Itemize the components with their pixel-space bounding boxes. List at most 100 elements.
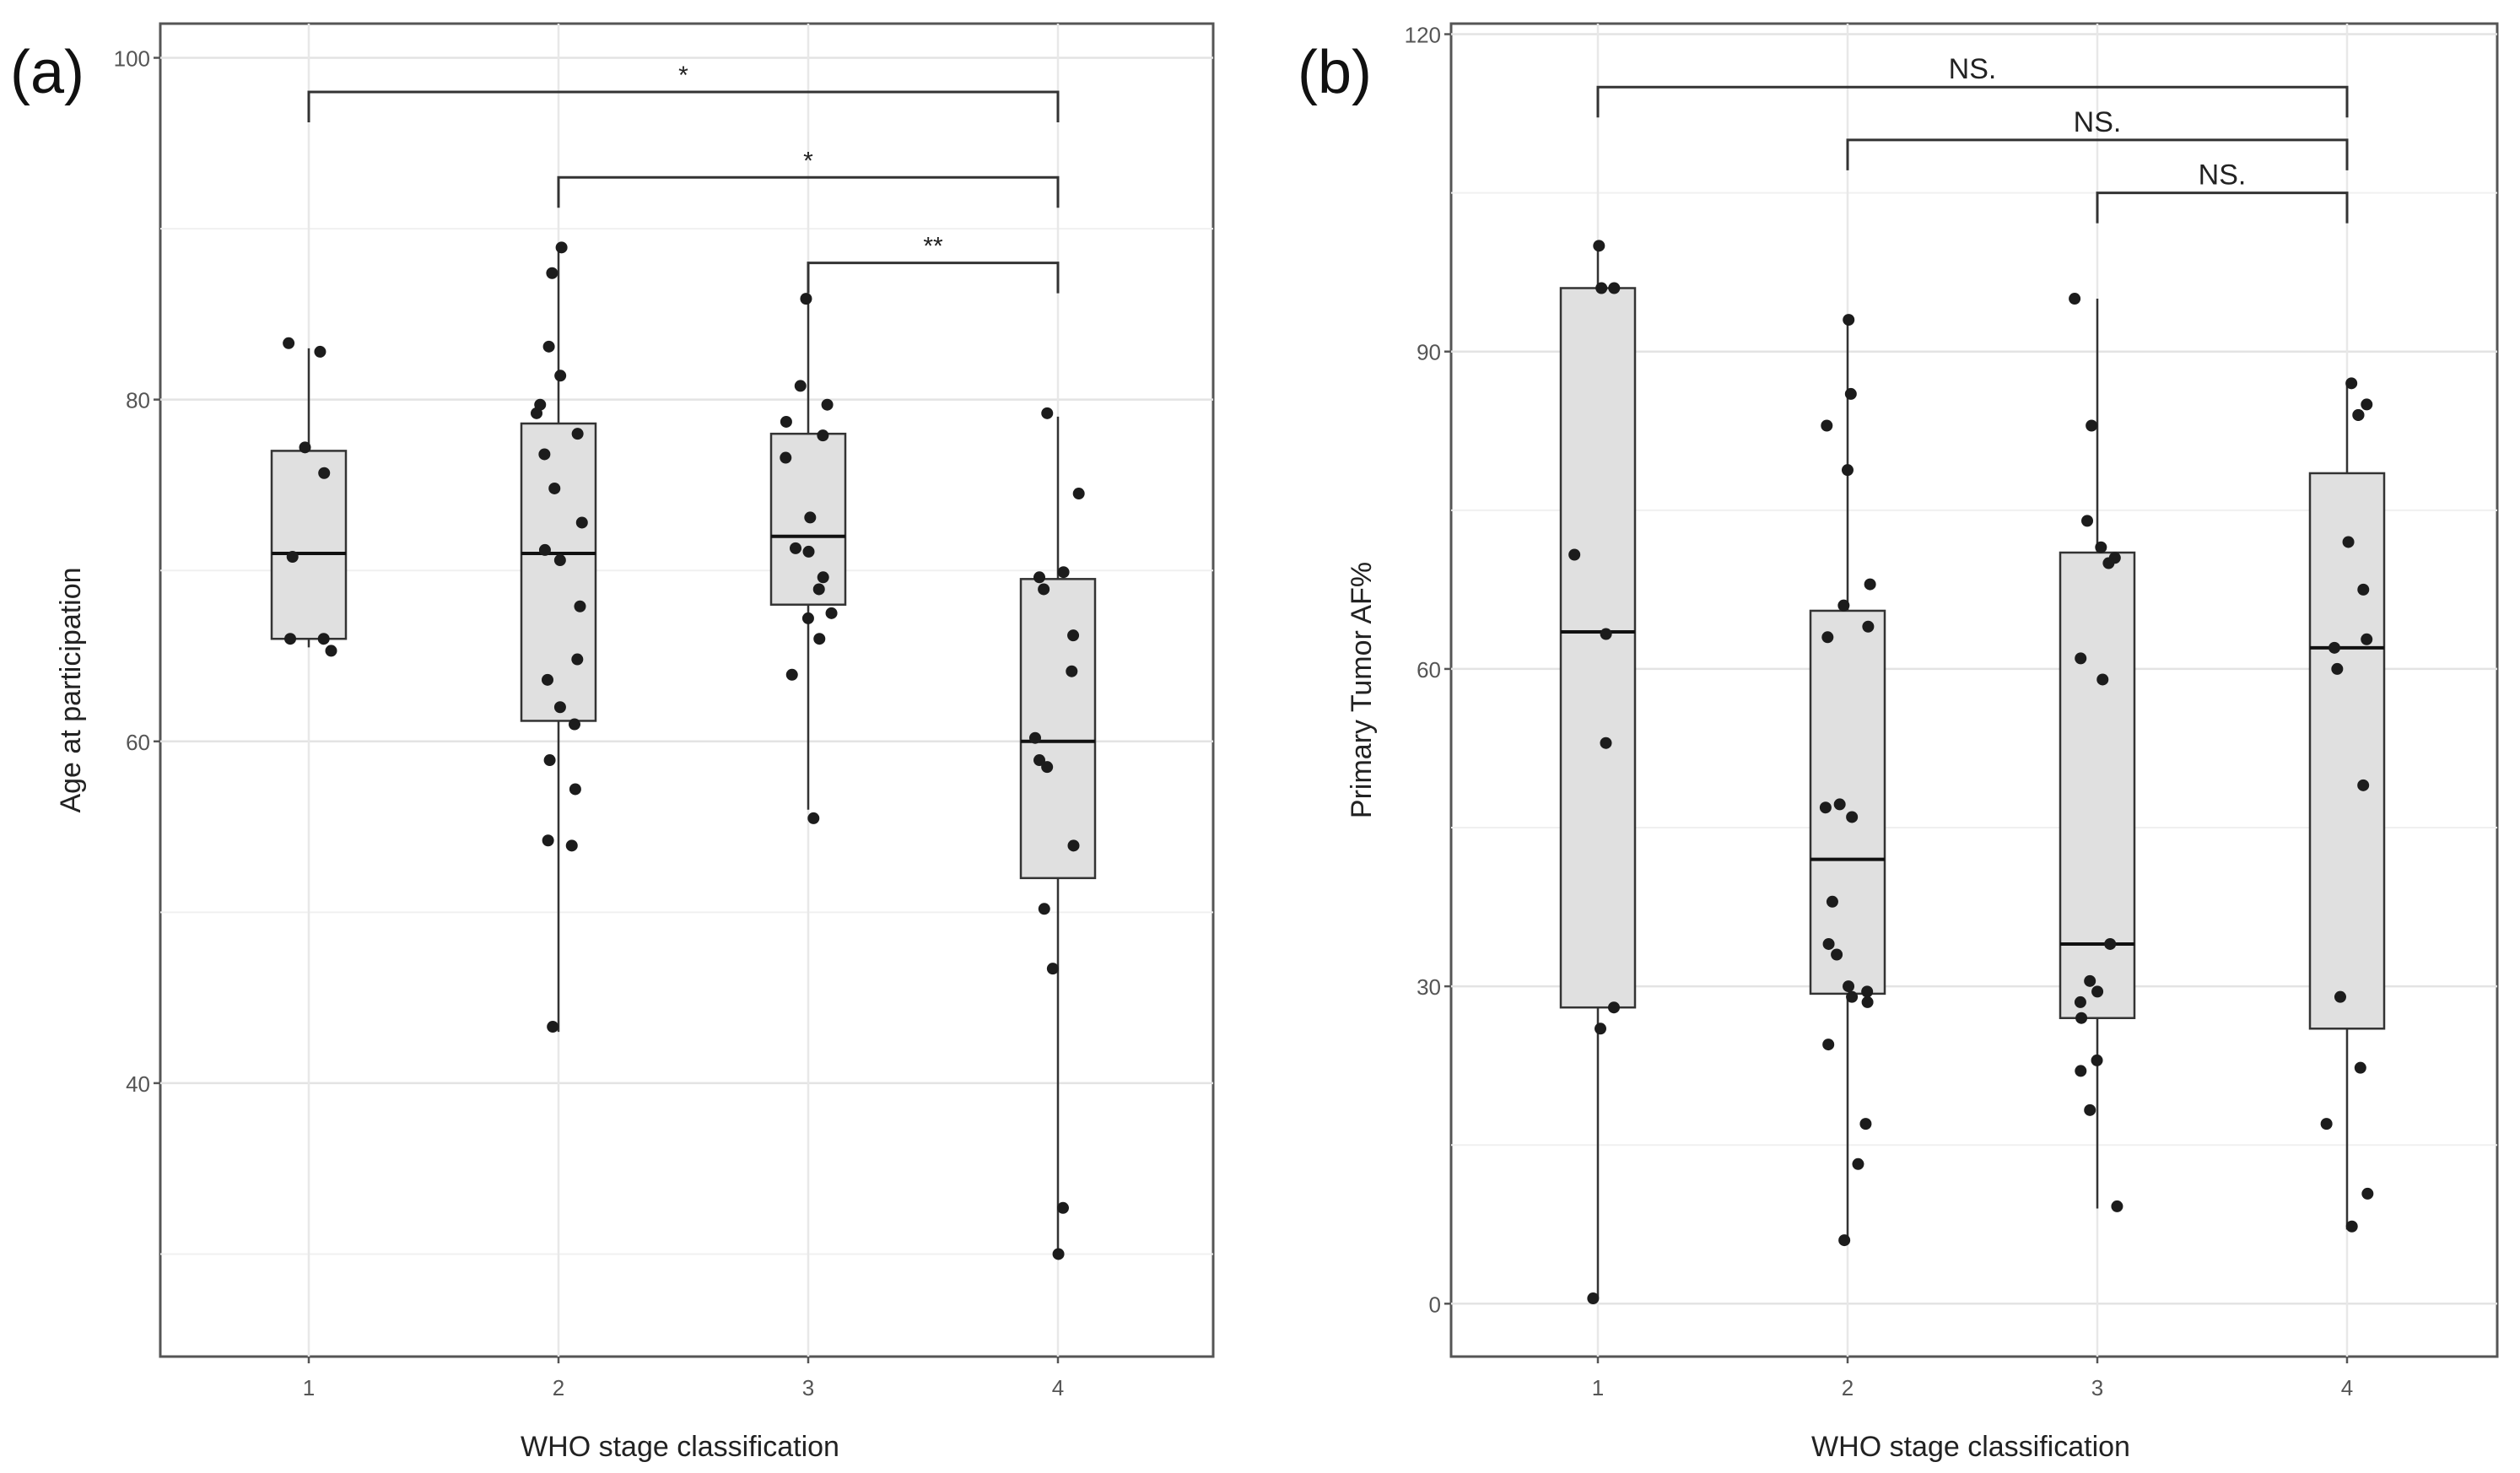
- data-point: [2345, 377, 2358, 390]
- data-point: [801, 612, 814, 624]
- data-point: [802, 545, 815, 558]
- data-point: [283, 337, 295, 349]
- y-tick-label: 0: [1429, 1292, 1441, 1317]
- data-point: [2354, 1061, 2366, 1074]
- comparison-layer: NS. NS. NS.: [1596, 53, 2349, 224]
- data-point: [1826, 895, 1838, 908]
- data-point: [1607, 1001, 1620, 1014]
- significance-label: NS.: [2199, 159, 2247, 192]
- y-tick-label: 80: [126, 388, 150, 413]
- data-point: [1846, 990, 1859, 1003]
- data-point: [1831, 948, 1843, 961]
- data-point: [1587, 1292, 1600, 1305]
- data-point: [2075, 652, 2087, 665]
- data-point: [1593, 240, 1605, 252]
- significance-label: *: [803, 147, 813, 175]
- box-iqr: [1809, 609, 1886, 995]
- data-point: [2361, 1187, 2374, 1200]
- data-point: [1568, 548, 1581, 561]
- data-point: [1072, 488, 1085, 500]
- data-point: [318, 467, 331, 479]
- data-point: [538, 448, 551, 461]
- x-tick-label: 3: [2091, 1375, 2103, 1400]
- data-point: [1837, 599, 1850, 612]
- box-stage-2: [520, 246, 597, 1033]
- data-point: [2096, 673, 2109, 686]
- point-layer: [1568, 240, 2374, 1305]
- y-axis-ticks: 0 30 60 90 120: [1405, 23, 1451, 1317]
- data-point: [1067, 629, 1080, 642]
- box-iqr: [270, 450, 348, 640]
- data-point: [548, 482, 561, 494]
- y-tick-label: 60: [126, 730, 150, 755]
- box-iqr: [520, 422, 597, 722]
- data-point: [569, 783, 581, 796]
- data-point: [284, 633, 297, 645]
- x-tick-label: 4: [1052, 1375, 1064, 1400]
- data-point: [574, 600, 586, 612]
- data-point: [1859, 1118, 1872, 1130]
- data-point: [812, 583, 825, 596]
- bracket-line: [1846, 138, 2349, 170]
- data-point: [553, 554, 566, 567]
- data-point: [554, 370, 567, 382]
- y-tick-label: 30: [1416, 974, 1441, 1000]
- data-point: [817, 429, 829, 442]
- x-tick-label: 4: [2341, 1375, 2353, 1400]
- y-tick-label: 40: [126, 1071, 150, 1097]
- data-point: [1057, 566, 1070, 579]
- data-point: [1041, 761, 1054, 774]
- data-point: [780, 451, 792, 464]
- data-point: [553, 701, 566, 714]
- significance-label: NS.: [2074, 106, 2122, 138]
- data-point: [807, 812, 820, 824]
- y-tick-label: 100: [114, 46, 150, 72]
- data-point: [542, 834, 554, 847]
- data-point: [543, 754, 556, 767]
- y-tick-label: 90: [1416, 340, 1441, 365]
- data-point: [2084, 1103, 2096, 1116]
- data-point: [817, 571, 829, 584]
- data-point: [575, 516, 588, 529]
- x-tick-label: 2: [1842, 1375, 1854, 1400]
- y-axis-label: Age at participation: [55, 567, 87, 812]
- data-point: [1822, 1039, 1835, 1051]
- data-point: [531, 407, 543, 419]
- data-point: [2331, 662, 2344, 675]
- data-point: [2328, 641, 2341, 654]
- data-point: [2069, 293, 2081, 305]
- y-axis-ticks: 40 60 80 100: [114, 46, 160, 1097]
- data-point: [571, 653, 584, 666]
- data-point: [1821, 631, 1834, 644]
- data-point: [2334, 990, 2346, 1003]
- data-point: [813, 633, 826, 645]
- y-axis-label: Primary Tumor AF%: [1346, 562, 1378, 818]
- data-point: [1841, 464, 1854, 477]
- x-axis-ticks: 1 2 3 4: [1592, 1357, 2353, 1400]
- y-tick-label: 60: [1416, 657, 1441, 683]
- data-point: [1067, 839, 1080, 852]
- data-point: [821, 398, 834, 411]
- data-point: [2074, 995, 2086, 1008]
- data-point: [2352, 408, 2365, 421]
- data-point: [825, 607, 838, 619]
- data-point: [547, 1021, 559, 1033]
- data-point: [1041, 407, 1054, 419]
- comparison-layer: ****: [307, 62, 1060, 294]
- data-point: [2091, 985, 2104, 998]
- box-stage-2: [1809, 320, 1886, 1241]
- significance-bracket: NS.: [2096, 159, 2349, 224]
- bracket-line: [1596, 85, 2349, 118]
- data-point: [286, 551, 299, 563]
- data-point: [2084, 974, 2096, 987]
- data-point: [1844, 387, 1857, 400]
- data-point: [1608, 282, 1621, 294]
- data-point: [1033, 754, 1046, 767]
- data-point: [1833, 798, 1846, 811]
- data-point: [1822, 937, 1835, 950]
- data-point: [2075, 1012, 2088, 1024]
- data-point: [1861, 995, 1874, 1008]
- significance-bracket: *: [307, 62, 1060, 123]
- box-iqr: [2308, 472, 2386, 1030]
